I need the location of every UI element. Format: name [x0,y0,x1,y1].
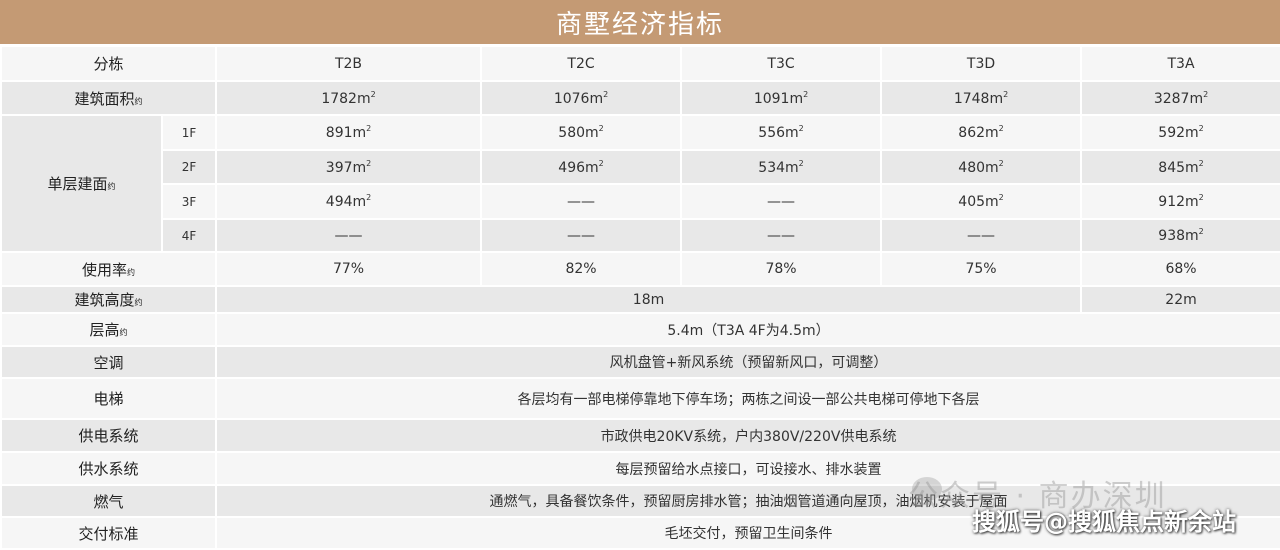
floor-row-1f: 单层建面约 1F 891m2 580m2 556m2 862m2 592m2 [0,114,1280,253]
floor-cell: 592m2 [1080,114,1280,151]
ac-value: 风机盘管+新风系统（预留新风口，可调整） [215,345,1280,379]
floor-cell: 938m2 [1080,218,1280,253]
area-row: 建筑面积约 1782m2 1076m2 1091m2 1748m2 3287m2 [0,80,1280,116]
area-cell: 1091m2 [680,80,883,116]
water-value: 每层预留给水点接口，可设接水、排水装置 [215,451,1280,486]
floor-cell: 862m2 [880,114,1083,151]
usage-cell: 82% [480,251,683,287]
elevator-row: 电梯 各层均有一部电梯停靠地下停车场；两栋之间设一部公共电梯可停地下各层 [0,377,1280,420]
floor-row-3f: 3F 494m2 —— —— 405m2 912m2 [1,183,1280,220]
wechat-icon [912,477,942,501]
usage-label: 使用率约 [0,251,218,287]
col-t2c: T2C [480,45,683,82]
spec-table: 分栋 T2B T2C T3C T3D T3A 建筑面积约 1782m2 1076… [0,45,1280,550]
floor-row-4f: 4F —— —— —— —— 938m2 [1,218,1280,253]
area-label: 建筑面积约 [0,80,218,116]
power-label: 供电系统 [0,418,218,453]
floor-label: 3F [160,183,218,220]
gas-row: 燃气 通燃气，具备餐饮条件，预留厨房排水管；抽油烟管道通向屋顶，油烟机安装于屋面 [0,484,1280,518]
floor-cell: 397m2 [215,149,483,185]
area-cell: 1748m2 [880,80,1083,116]
watermark-sohu: 搜狐号@搜狐焦点新余站 [972,508,1236,536]
power-row: 供电系统 市政供电20KV系统，户内380V/220V供电系统 [0,418,1280,453]
delivery-label: 交付标准 [0,516,218,550]
usage-cell: 78% [680,251,883,287]
col-t3c: T3C [680,45,883,82]
floor-cell: 891m2 [215,114,483,151]
header-label: 分栋 [0,45,218,82]
usage-cell: 77% [215,251,483,287]
col-t2b: T2B [215,45,483,82]
height-value-t3a: 22m [1080,285,1280,314]
floor-height-value: 5.4m（T3A 4F为4.5m） [215,312,1280,347]
floor-cell: —— [480,183,683,220]
floor-label: 4F [160,218,218,253]
floor-cell: —— [480,218,683,253]
floor-height-row: 层高约 5.4m（T3A 4F为4.5m） [0,312,1280,347]
height-value: 18m [215,285,1083,314]
ac-row: 空调 风机盘管+新风系统（预留新风口，可调整） [0,345,1280,379]
area-cell: 1782m2 [215,80,483,116]
page-title: 商墅经济指标 [555,9,724,40]
watermark-wechat: 公众号 · 商办深圳 [908,479,1167,514]
floor-cell: 534m2 [680,149,883,185]
floor-cell: 405m2 [880,183,1083,220]
floor-cell: —— [215,218,483,253]
power-value: 市政供电20KV系统，户内380V/220V供电系统 [215,418,1280,453]
floor-cell: 580m2 [480,114,683,151]
header-row: 分栋 T2B T2C T3C T3D T3A [0,45,1280,82]
area-cell: 1076m2 [480,80,683,116]
elevator-value: 各层均有一部电梯停靠地下停车场；两栋之间设一部公共电梯可停地下各层 [215,377,1280,420]
col-t3d: T3D [880,45,1083,82]
floor-cell: 556m2 [680,114,883,151]
ac-label: 空调 [0,345,218,379]
floor-cell: —— [880,218,1083,253]
height-row: 建筑高度约 18m 22m [0,285,1280,314]
water-row: 供水系统 每层预留给水点接口，可设接水、排水装置 [0,451,1280,486]
gas-value: 通燃气，具备餐饮条件，预留厨房排水管；抽油烟管道通向屋顶，油烟机安装于屋面 [215,484,1280,518]
usage-cell: 68% [1080,251,1280,287]
floor-height-label: 层高约 [0,312,218,347]
title-bar: 商墅经济指标 [0,0,1280,44]
floor-cell: 845m2 [1080,149,1280,185]
area-cell: 3287m2 [1080,80,1280,116]
floor-row-2f: 2F 397m2 496m2 534m2 480m2 845m2 [1,149,1280,185]
floor-cell: 496m2 [480,149,683,185]
floor-cell: 912m2 [1080,183,1280,220]
floor-cell: —— [680,183,883,220]
floor-cell: —— [680,218,883,253]
floor-label: 1F [160,114,218,151]
height-label: 建筑高度约 [0,285,218,314]
usage-cell: 75% [880,251,1083,287]
floor-area-label: 单层建面约 [0,114,163,253]
usage-row: 使用率约 77% 82% 78% 75% 68% [0,251,1280,287]
elevator-label: 电梯 [0,377,218,420]
water-label: 供水系统 [0,451,218,486]
col-t3a: T3A [1080,45,1280,82]
floor-cell: 480m2 [880,149,1083,185]
floor-cell: 494m2 [215,183,483,220]
gas-label: 燃气 [0,484,218,518]
floor-label: 2F [160,149,218,185]
